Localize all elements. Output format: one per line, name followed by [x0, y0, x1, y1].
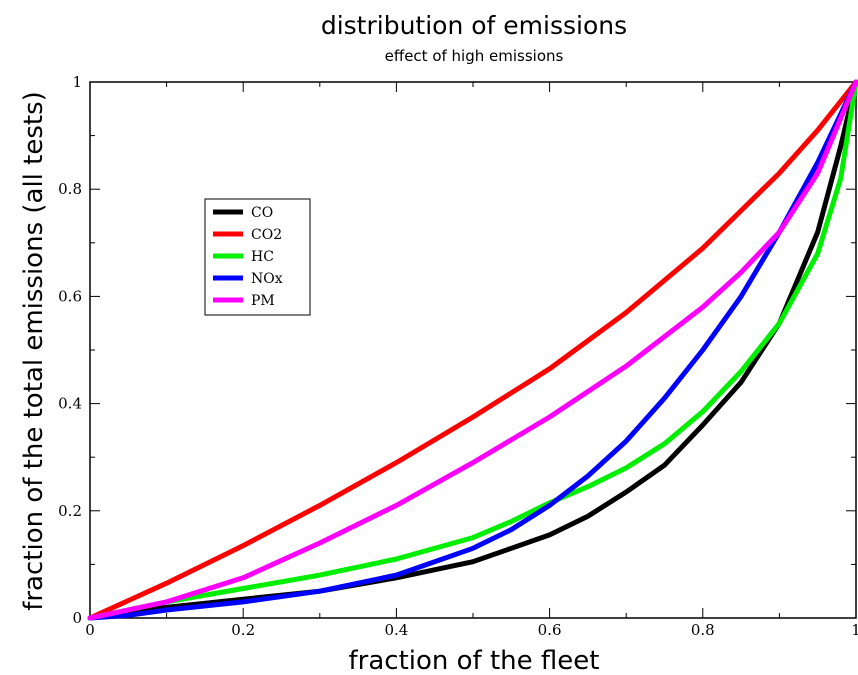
x-tick-label: 1 [851, 621, 858, 639]
legend-label-pm: PM [251, 293, 275, 309]
y-tick-label: 0 [72, 609, 82, 627]
legend-label-co: CO [251, 205, 273, 221]
x-tick-label: 0.8 [691, 621, 715, 639]
chart-title: distribution of emissions [321, 11, 627, 40]
y-tick-label: 0.8 [58, 180, 82, 198]
series-line-pm [87, 79, 858, 621]
y-tick-label: 0.6 [58, 287, 82, 305]
y-tick-label: 0.2 [58, 502, 82, 520]
legend-label-hc: HC [251, 249, 274, 265]
y-tick-label: 1 [72, 73, 82, 91]
x-tick-label: 0.2 [231, 621, 255, 639]
series-line-hc [87, 79, 858, 621]
x-tick-label: 0.4 [384, 621, 408, 639]
x-tick-label: 0.6 [538, 621, 562, 639]
y-tick-label: 0.4 [58, 395, 82, 413]
legend-label-nox: NOx [251, 271, 283, 287]
x-axis-label: fraction of the fleet [349, 646, 600, 675]
legend: CO CO2 HC NOx PM [204, 198, 311, 316]
y-axis-label: fraction of the total emissions (all tes… [19, 91, 49, 611]
x-tick-label: 0 [85, 621, 95, 639]
legend-label-co2: CO2 [251, 227, 282, 243]
chart-subtitle: effect of high emissions [385, 47, 564, 65]
series-line-co2 [87, 79, 858, 621]
plot-area: 0 0.2 0.4 0.6 0.8 1 0 0.2 0.4 0.6 0.8 1 [58, 73, 858, 639]
series-line-nox [87, 79, 858, 621]
